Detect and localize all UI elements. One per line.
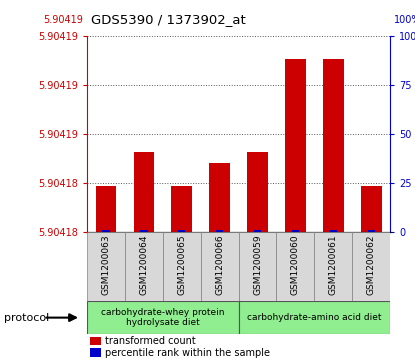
Text: GSM1200064: GSM1200064 <box>139 234 149 295</box>
Bar <box>209 163 230 232</box>
Bar <box>361 186 381 232</box>
Text: transformed count: transformed count <box>105 336 196 346</box>
Text: GSM1200062: GSM1200062 <box>367 234 376 295</box>
Bar <box>323 60 344 232</box>
Text: 5.90419: 5.90419 <box>43 15 83 25</box>
Bar <box>96 186 117 232</box>
Text: GDS5390 / 1373902_at: GDS5390 / 1373902_at <box>91 13 246 26</box>
Bar <box>125 232 163 301</box>
Bar <box>140 231 148 232</box>
Bar <box>201 232 239 301</box>
Text: 100%: 100% <box>394 15 415 25</box>
Text: GSM1200059: GSM1200059 <box>253 234 262 295</box>
Bar <box>247 152 268 232</box>
Bar <box>352 232 390 301</box>
Bar <box>178 231 186 232</box>
Bar <box>292 231 299 232</box>
Bar <box>90 337 101 346</box>
Text: protocol: protocol <box>4 313 49 323</box>
Text: percentile rank within the sample: percentile rank within the sample <box>105 347 270 358</box>
Bar <box>276 232 315 301</box>
Bar <box>87 301 239 334</box>
Bar <box>163 232 201 301</box>
Bar <box>87 232 125 301</box>
Text: GSM1200065: GSM1200065 <box>177 234 186 295</box>
Bar <box>216 231 223 232</box>
Text: GSM1200066: GSM1200066 <box>215 234 224 295</box>
Bar <box>239 232 276 301</box>
Bar <box>285 60 306 232</box>
Bar <box>90 348 101 357</box>
Bar <box>171 186 192 232</box>
Bar <box>254 231 261 232</box>
Bar <box>368 231 375 232</box>
Bar <box>330 231 337 232</box>
Text: carbohydrate-amino acid diet: carbohydrate-amino acid diet <box>247 313 382 322</box>
Bar <box>315 232 352 301</box>
Text: carbohydrate-whey protein
hydrolysate diet: carbohydrate-whey protein hydrolysate di… <box>101 308 225 327</box>
Bar <box>239 301 390 334</box>
Bar <box>134 152 154 232</box>
Bar <box>103 231 110 232</box>
Text: GSM1200063: GSM1200063 <box>102 234 110 295</box>
Text: GSM1200060: GSM1200060 <box>291 234 300 295</box>
Text: GSM1200061: GSM1200061 <box>329 234 338 295</box>
